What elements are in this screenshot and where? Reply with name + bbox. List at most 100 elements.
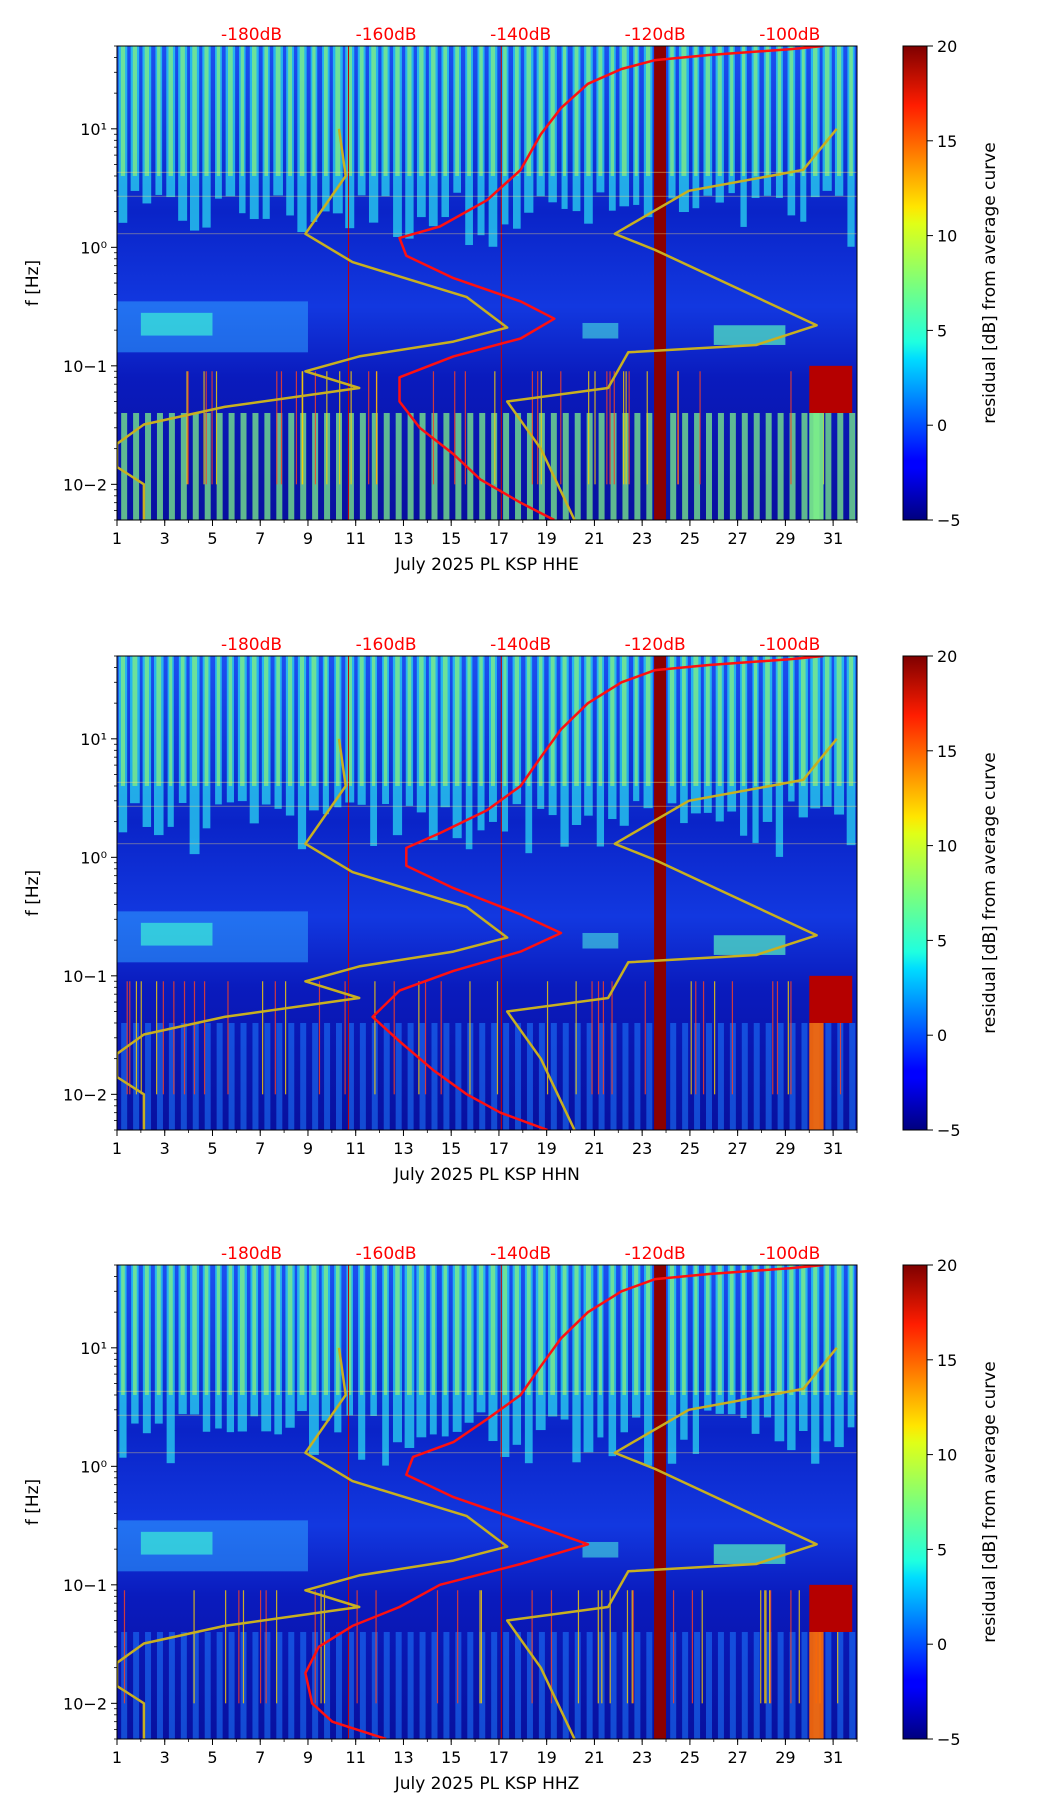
daily-stripe-core [705, 1265, 710, 1395]
low-freq-stripe [849, 1022, 856, 1130]
spike [496, 981, 499, 1095]
low-freq-stripe [252, 1022, 259, 1130]
daily-stripe-core [348, 1265, 352, 1395]
daily-stripe-core [538, 656, 543, 786]
spike [772, 981, 774, 1095]
y-axis-label: f [Hz] [23, 260, 43, 306]
daily-stripe-core [336, 656, 340, 786]
spike [173, 981, 175, 1095]
low-freq-stripe [526, 1631, 533, 1739]
spike [193, 1590, 195, 1704]
average-psd-curve [371, 656, 824, 1130]
daily-stripe-core [812, 656, 818, 786]
spike [591, 981, 593, 1095]
spike [776, 981, 779, 1095]
spike [609, 1590, 611, 1704]
daily-stripe-core [598, 46, 603, 176]
daily-stripe-core [359, 656, 364, 786]
db-label: -160dB [356, 1244, 417, 1264]
daily-stripe-core [705, 46, 710, 176]
microseism-peak [582, 1541, 619, 1558]
low-freq-stripe [789, 1022, 796, 1130]
daily-stripe-core [132, 46, 138, 176]
daily-stripe-core [705, 656, 710, 786]
spike [323, 1590, 326, 1704]
spike [301, 371, 303, 485]
daily-stripe-core [216, 46, 221, 176]
low-freq-stripe [765, 1631, 772, 1739]
daily-stripe-core [478, 1265, 484, 1395]
low-freq-stripe [300, 1022, 307, 1130]
daily-stripe-core [431, 1265, 436, 1395]
daily-stripe-core [490, 656, 495, 786]
spike [537, 371, 539, 485]
x-tick-label: 1 [112, 529, 122, 548]
low-freq-stripe [634, 1022, 641, 1130]
hot-region-tail [809, 1631, 824, 1739]
db-label: -180dB [221, 25, 282, 45]
daily-stripe-core [550, 656, 555, 786]
spike [156, 981, 158, 1095]
daily-stripe-core [621, 46, 627, 176]
low-freq-stripe [180, 412, 187, 520]
spike [531, 371, 534, 485]
spike [205, 371, 207, 485]
data-gap-column [654, 46, 667, 520]
low-freq-stripe [276, 1631, 283, 1739]
low-freq-stripe [789, 412, 796, 520]
db-label: -180dB [221, 635, 282, 655]
model-curve-high [505, 738, 838, 1130]
spike [339, 371, 341, 485]
daily-stripe-core [598, 656, 603, 786]
low-freq-stripe [574, 412, 581, 520]
x-tick-label: 19 [536, 529, 556, 548]
x-tick-label: 17 [489, 1748, 509, 1767]
spike [765, 1590, 767, 1704]
daily-stripe-core [801, 1265, 806, 1395]
daily-stripe-core [395, 656, 400, 786]
low-freq-stripe [288, 1022, 295, 1130]
microseism-peak [140, 922, 213, 946]
daily-stripe-core [180, 46, 185, 176]
daily-stripe-core [479, 46, 483, 176]
spike [787, 981, 789, 1095]
daily-stripe-core [574, 1265, 579, 1395]
daily-stripe-core [682, 656, 686, 786]
daily-stripe-core [311, 1265, 317, 1395]
y-tick-label: 10¹ [80, 730, 107, 749]
x-tick-label: 19 [536, 1748, 556, 1767]
spike [418, 981, 420, 1095]
low-freq-stripe [729, 1631, 736, 1739]
daily-stripe-core [383, 1265, 388, 1395]
spike [625, 371, 627, 485]
daily-stripe-core [717, 1265, 722, 1395]
microseism-peak [713, 935, 786, 955]
daily-stripe-core [431, 656, 436, 786]
colorbar: −5 0 5 10 15 20 residual [dB] from average cur… [902, 1256, 1000, 1749]
low-freq-stripe [443, 412, 450, 520]
low-freq-stripe [395, 1022, 402, 1130]
low-freq-stripe [538, 1631, 545, 1739]
daily-stripe-core [371, 656, 376, 786]
spike [695, 981, 697, 1095]
low-freq-stripe [479, 1022, 486, 1130]
spike [193, 981, 196, 1095]
daily-stripe-core [586, 1265, 591, 1395]
colorbar-label: residual [dB] from average curve [980, 752, 1000, 1033]
low-freq-stripe [383, 1631, 390, 1739]
low-freq-stripe [562, 412, 569, 520]
low-freq-stripe [503, 412, 510, 520]
daily-stripe-core [503, 656, 507, 786]
daily-stripe-core [526, 46, 532, 176]
low-freq-stripe [204, 1022, 211, 1130]
spike [628, 371, 630, 485]
daily-stripe-core [634, 1265, 639, 1395]
spike [839, 981, 842, 1095]
spike [790, 981, 792, 1095]
daily-stripe-core [789, 46, 794, 176]
low-freq-stripe [849, 412, 856, 520]
daily-stripe-core [634, 656, 638, 786]
spike [211, 371, 213, 485]
colorbar-tick-label: 5 [937, 321, 947, 340]
